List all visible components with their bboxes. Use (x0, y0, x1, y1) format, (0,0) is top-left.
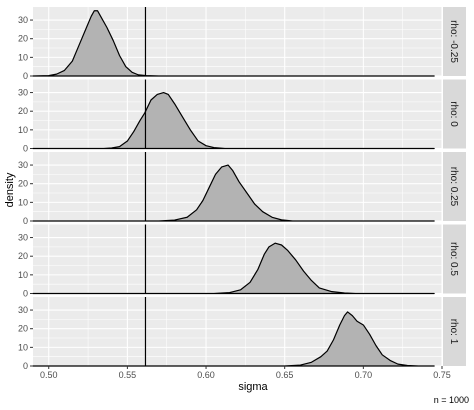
y-tick-label: 30 (18, 160, 28, 170)
facet-panel: 0 10 20 30 rho: 1 (18, 297, 466, 371)
caption-text: n = 1000 (434, 395, 469, 405)
y-axis-title: density (4, 172, 16, 207)
y-tick-label: 0 (23, 216, 28, 226)
x-tick-label: 0.60 (197, 370, 215, 380)
facet-strip-label: rho: 0 (448, 101, 459, 127)
x-tick-label: 0.75 (433, 370, 451, 380)
panel-background (33, 224, 442, 294)
y-tick-label: 0 (23, 289, 28, 299)
y-tick-label: 30 (18, 15, 28, 25)
density-area (32, 311, 435, 367)
x-axis: 0.50 0.55 0.60 0.65 0.70 0.75 (40, 366, 451, 380)
y-tick-label: 10 (18, 197, 28, 207)
x-tick-label: 0.65 (276, 370, 294, 380)
y-tick-label: 30 (18, 233, 28, 243)
density-area (32, 242, 435, 295)
y-tick-label: 0 (23, 71, 28, 81)
y-tick-label: 30 (18, 88, 28, 98)
y-tick-label: 10 (18, 270, 28, 280)
y-tick-label: 30 (18, 305, 28, 315)
facet-strip (443, 297, 466, 366)
y-tick-label: 20 (18, 324, 28, 334)
facet-strip (443, 152, 466, 221)
y-tick-label: 10 (18, 342, 28, 352)
facet-strip-label: rho: -0.25 (448, 20, 459, 63)
y-tick-label: 10 (18, 52, 28, 62)
facet-panel: 0 10 20 30 rho: 0 (18, 79, 466, 154)
facet-strip (443, 79, 466, 149)
facet-panel: 0 10 20 30 rho: 0.5 (18, 224, 466, 299)
x-axis-title: sigma (238, 381, 268, 393)
panel-background (33, 79, 442, 149)
x-tick-label: 0.70 (355, 370, 373, 380)
facet-strip (443, 224, 466, 294)
facet-strip-label: rho: 0.25 (448, 167, 459, 207)
y-tick-label: 20 (18, 34, 28, 44)
density-area (32, 10, 435, 77)
y-tick-label: 20 (18, 251, 28, 261)
facet-strip (443, 7, 466, 76)
density-area (32, 164, 435, 222)
x-tick-label: 0.55 (119, 370, 137, 380)
y-tick-label: 20 (18, 106, 28, 116)
facet-panel: 0 10 20 30 rho: -0.25 (18, 7, 466, 81)
y-tick-label: 0 (23, 361, 28, 371)
density-area (32, 91, 435, 150)
y-tick-label: 0 (23, 144, 28, 154)
y-tick-label: 10 (18, 125, 28, 135)
x-tick-label: 0.50 (40, 370, 58, 380)
facet-panel: 0 10 20 30 rho: 0.25 (18, 152, 466, 226)
y-tick-label: 20 (18, 179, 28, 189)
facet-panels: 0 10 20 30 rho: -0.25 0 10 20 30 rho: 0 0 10 20 30 rho… (18, 7, 466, 371)
facet-strip-label: rho: 0.5 (448, 242, 459, 276)
facet-strip-label: rho: 1 (448, 319, 459, 345)
